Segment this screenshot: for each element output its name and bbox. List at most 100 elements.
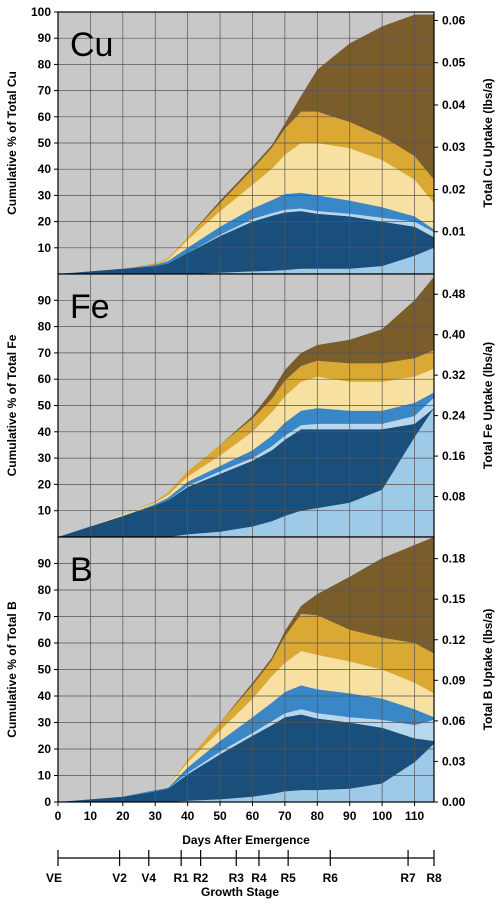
growth-stage-label: R5 [280,871,296,885]
y-tick-label: 70 [38,346,52,360]
y2-tick-label: 0.03 [442,754,466,768]
y-tick-label: 20 [38,477,52,491]
y-tick-label: 50 [38,136,52,150]
area-layer-2 [58,714,434,802]
y2-tick-label: 0.18 [442,552,466,566]
y2-tick-label: 0.12 [442,633,466,647]
element-label: Cu [70,26,113,64]
growth-stage-label: R6 [323,871,339,885]
y-tick-label: 50 [38,399,52,413]
y-tick-label: 90 [38,31,52,45]
growth-stage-label: V4 [141,871,156,885]
element-label: Fe [70,288,110,326]
y2-tick-label: 0.01 [442,225,466,239]
y-tick-label: 100 [31,5,51,19]
y-axis-title: Cumulative % of Total B [5,601,19,738]
panel-b: 0 10 20 30 40 50 60 70 80 90 0.00 0.03 0.06 0.09 0.12 0… [5,536,495,847]
y2-axis-title: Total Cu Uptake (lbs/a) [481,78,495,207]
y2-tick-label: 0.48 [442,287,466,301]
y-tick-label: 80 [38,583,52,597]
y2-tick-label: 0.16 [442,449,466,463]
y-tick-label: 40 [38,162,52,176]
y-tick-label: 70 [38,84,52,98]
y2-tick-label: 0.02 [442,182,466,196]
growth-stage-label: R3 [229,871,245,885]
y-tick-label: 0 [44,795,51,809]
area-layer-1 [58,247,434,274]
x-tick-label: 100 [372,809,392,823]
gridlines [58,12,434,274]
y-tick-label: 60 [38,110,52,124]
area-layer-7 [58,276,434,537]
y-tick-label: 30 [38,716,52,730]
y-tick-label: 10 [38,504,52,518]
y-tick-label: 90 [38,557,52,571]
y2-tick-label: 0.15 [442,592,466,606]
gridlines [58,274,434,537]
y-tick-label: 20 [38,742,52,756]
growth-stage-label: R8 [426,871,442,885]
area-layer-1 [58,743,434,802]
y2-tick-label: 0.09 [442,673,466,687]
growth-stage-label: R2 [193,871,209,885]
y2-axis-title: Total B Uptake (lbs/a) [481,609,495,731]
y2-tick-label: 0.06 [442,714,466,728]
y-tick-label: 40 [38,689,52,703]
x-tick-label: 90 [343,809,357,823]
growth-stage-scale: VE V2 V4 R1 R2 R3 R4 R5 R6 R7 R8 Growth Stage [46,850,442,899]
x-axis-title: Days After Emergence [182,833,310,847]
y-tick-label: 70 [38,610,52,624]
gridlines [58,537,434,802]
growth-stage-label: VE [46,871,62,885]
area-layer-4 [58,685,434,802]
panel-fe: 10 20 30 40 50 60 70 80 90 0.08 0.16 0.24 0.32 0.40 0.… [5,273,495,538]
y-tick-label: 40 [38,425,52,439]
area-layer-6 [58,350,434,537]
y-tick-label: 60 [38,636,52,650]
y2-tick-label: 0.06 [442,13,466,27]
area-layer-5 [58,368,434,537]
x-tick-label: 0 [55,809,62,823]
y2-tick-label: 0.24 [442,409,466,423]
x-tick-label: 40 [181,809,195,823]
y2-tick-label: 0.04 [442,98,466,112]
x-tick-label: 20 [116,809,130,823]
area-layer-2 [58,408,434,537]
growth-stage-label: R1 [174,871,190,885]
y2-axis-title: Total Fe Uptake (lbs/a) [481,342,495,469]
y-tick-label: 90 [38,293,52,307]
x-tick-label: 50 [213,809,227,823]
y2-tick-label: 0.40 [442,328,466,342]
area-layer-7 [58,537,434,802]
growth-stage-title: Growth Stage [201,885,279,899]
y-tick-label: 60 [38,372,52,386]
y2-tick-label: 0.05 [442,56,466,70]
y-tick-label: 10 [38,769,52,783]
y-tick-label: 80 [38,57,52,71]
y-tick-label: 50 [38,663,52,677]
growth-stage-label: R7 [400,871,416,885]
y-tick-label: 10 [38,241,52,255]
y2-tick-label: 0.08 [442,490,466,504]
x-tick-label: 60 [246,809,260,823]
element-label: B [70,551,93,589]
x-tick-label: 80 [311,809,325,823]
growth-stage-label: V2 [112,871,127,885]
area-layer-5 [58,143,434,274]
area-layer-2 [58,211,434,274]
area-layer-5 [58,651,434,802]
x-tick-label: 110 [405,809,425,823]
panel-cu: 10 20 30 40 50 60 70 80 90 100 0.01 0.02 0.03 0.04 0.0… [5,5,495,275]
y-tick-label: 80 [38,320,52,334]
y-tick-label: 20 [38,215,52,229]
y2-tick-label: 0.32 [442,368,466,382]
x-tick-label: 70 [278,809,292,823]
x-tick-label: 10 [84,809,98,823]
y2-tick-label: 0.03 [442,140,466,154]
x-tick-label: 30 [149,809,163,823]
y-tick-label: 30 [38,188,52,202]
y-tick-label: 30 [38,451,52,465]
y-axis-title: Cumulative % of Total Fe [5,334,19,476]
growth-stage-label: R4 [251,871,267,885]
